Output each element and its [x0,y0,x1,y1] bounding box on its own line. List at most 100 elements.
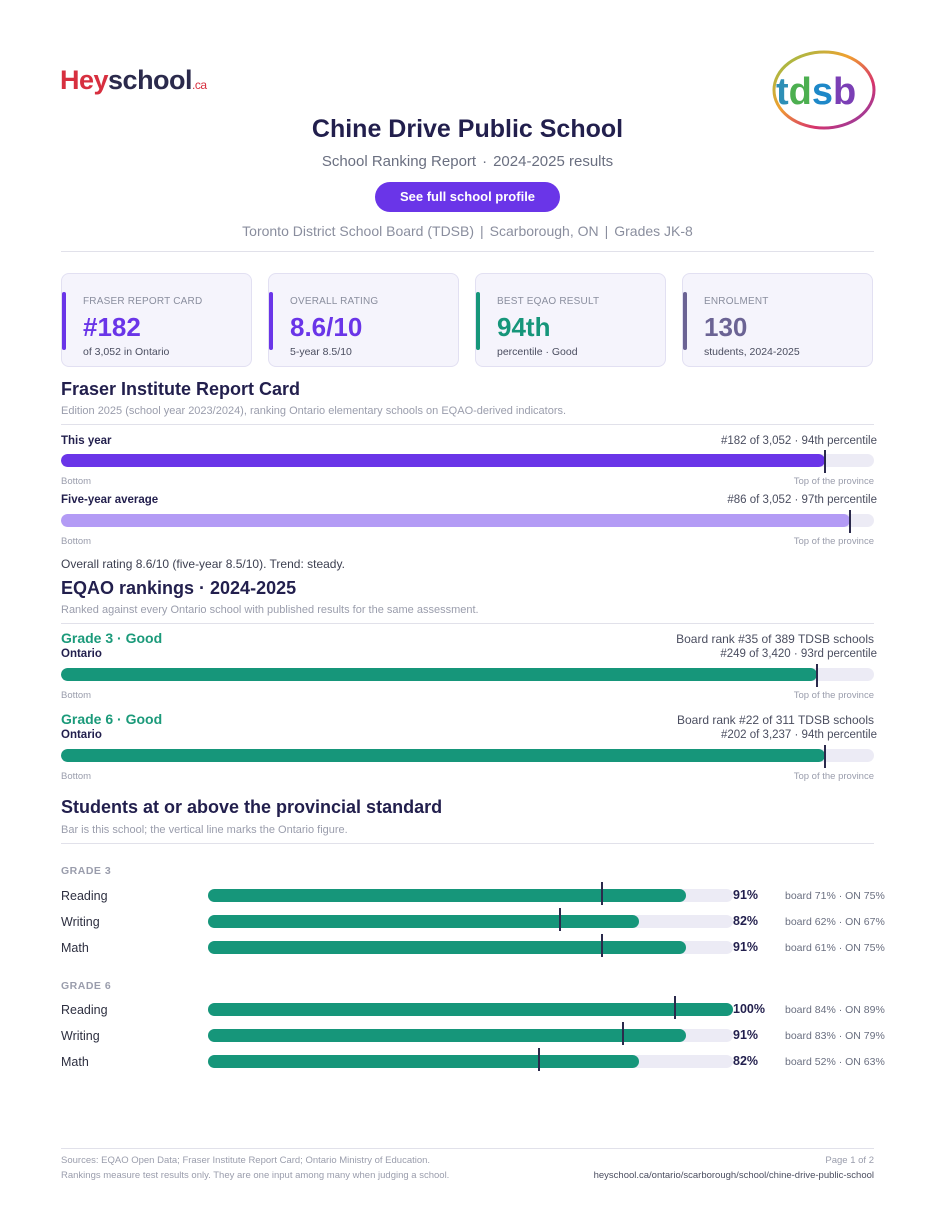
footer-url[interactable]: heyschool.ca/ontario/scarborough/school/… [593,1170,874,1181]
grade3-board-rank: Board rank #35 of 389 TDSB schools [676,632,874,646]
grade3-writing-school-bar [208,915,639,928]
grade3-reading-label: Reading [61,889,108,903]
fraser-five-year-track [61,514,874,527]
grade3-scope: Ontario [61,648,102,660]
standard-note: Bar is this school; the vertical line ma… [61,824,348,836]
grade3-writing-percent: 82% [733,914,759,928]
grade6-math-comparison: board 52% · ON 63% [785,1056,885,1068]
grade6-marker [824,745,827,768]
footer-disclaimer: Rankings measure test results only. They… [61,1170,450,1181]
grade3-math-percent: 91% [733,940,759,954]
grade6-section-label: GRADE 6 [61,980,112,992]
page-number: Page 1 of 2 [825,1155,874,1166]
fraser-this-year-fill [61,454,826,467]
footer-divider [61,1148,874,1149]
fraser-this-year-marker [824,450,827,473]
card-accent [683,292,687,350]
grade6-ontario-rank: #202 of 3,237 · 94th percentile [720,729,877,741]
grade3-writing-comparison: board 62% · ON 67% [785,916,885,928]
standard-section-title: Students at or above the provincial stan… [61,797,443,817]
grade3-track [61,668,874,681]
fraser-rank-card: FRASER REPORT CARD #182 of 3,052 in Onta… [61,273,252,367]
enrolment-card: ENROLMENT 130 students, 2024-2025 [682,273,873,367]
card-accent [476,292,480,350]
grade6-reading-school-bar [208,1003,733,1016]
grade3-marker [816,664,819,687]
grade6-math-label: Math [61,1055,89,1069]
card-accent [62,292,66,350]
grade6-writing-school-bar [208,1029,686,1042]
fraser-divider [61,424,874,425]
grade6-reading-comparison: board 84% · ON 89% [785,1004,885,1016]
grade3-math-comparison: board 61% · ON 75% [785,942,885,954]
axis-top-label: Top of the province [793,536,874,547]
grade6-math-ontario-marker [537,1048,540,1071]
page-title: Chine Drive Public School [311,115,624,143]
header-divider [61,251,874,252]
grade3-fill [61,668,818,681]
best-eqao-card: BEST EQAO RESULT 94th percentile · Good [475,273,666,367]
axis-bottom-label: Bottom [61,476,92,487]
card-value: 130 [704,312,748,342]
grade3-ontario-rank: #249 of 3,420 · 93rd percentile [720,648,877,660]
grade3-writing-label: Writing [61,915,100,929]
school-meta-line: Toronto District School Board (TDSB) | Sca… [242,223,693,239]
grade6-heading: Grade 6 · Good [61,711,163,727]
fraser-five-year-fill [61,514,850,527]
tdsb-logo: tdsb [772,50,876,130]
grade3-reading-ontario-marker [600,882,603,905]
axis-top-label: Top of the province [793,476,874,487]
card-value: 94th [497,312,551,342]
fraser-five-year-marker [848,510,851,533]
grade6-math-school-bar [208,1055,639,1068]
fraser-section-title: Fraser Institute Report Card [61,379,301,399]
grade6-reading-ontario-marker [674,996,677,1019]
standard-divider [61,843,874,844]
grade6-writing-track [208,1022,733,1045]
eqao-note: Ranked against every Ontario school with… [61,604,479,616]
grade6-reading-track [208,996,733,1019]
grade3-math-label: Math [61,941,89,955]
grade3-heading: Grade 3 · Good [61,630,163,646]
grade6-writing-label: Writing [61,1029,100,1043]
fraser-this-year-track [61,454,874,467]
card-value: 8.6/10 [290,312,363,342]
grade6-writing-percent: 91% [733,1028,759,1042]
svg-text:tdsb: tdsb [776,71,856,113]
grade6-scope: Ontario [61,729,102,741]
grade3-reading-school-bar [208,889,686,902]
grade6-board-rank: Board rank #22 of 311 TDSB schools [676,713,874,727]
eqao-section-title: EQAO rankings · 2024-2025 [61,578,297,598]
grade6-reading-label: Reading [61,1003,108,1017]
heyschool-logo[interactable]: Heyschool.ca [60,65,207,95]
grade6-fill [61,749,826,762]
grade6-reading-percent: 100% [733,1002,765,1016]
fraser-five-year-rank: #86 of 3,052 · 97th percentile [727,494,877,506]
axis-bottom-label: Bottom [61,536,92,547]
grade3-reading-comparison: board 71% · ON 75% [785,890,885,902]
grade6-writing-ontario-marker [621,1022,624,1045]
fraser-five-year-label: Five-year average [61,494,159,506]
grade3-math-ontario-marker [600,934,603,957]
grade3-section-label: GRADE 3 [61,865,112,877]
report-subtitle: School Ranking Report · 2024-2025 results [321,153,614,170]
see-full-profile-button[interactable]: See full school profile [375,182,560,212]
grade3-math-school-bar [208,941,686,954]
eqao-divider [61,623,874,624]
axis-top-label: Top of the province [793,690,874,701]
overall-rating-card: OVERALL RATING 8.6/10 5-year 8.5/10 [268,273,459,367]
grade3-reading-percent: 91% [733,888,759,902]
grade3-reading-track [208,882,733,905]
grade3-writing-track [208,908,733,931]
footer-sources: Sources: EQAO Open Data; Fraser Institut… [61,1155,431,1166]
axis-bottom-label: Bottom [61,690,92,701]
card-value: #182 [83,312,141,342]
card-accent [269,292,273,350]
grade6-math-percent: 82% [733,1054,759,1068]
fraser-summary: Overall rating 8.6/10 (five-year 8.5/10)… [61,557,345,571]
grade6-math-track [208,1048,733,1071]
axis-top-label: Top of the province [793,771,874,782]
grade6-track [61,749,874,762]
grade6-writing-comparison: board 83% · ON 79% [785,1030,885,1042]
grade3-writing-ontario-marker [558,908,561,931]
